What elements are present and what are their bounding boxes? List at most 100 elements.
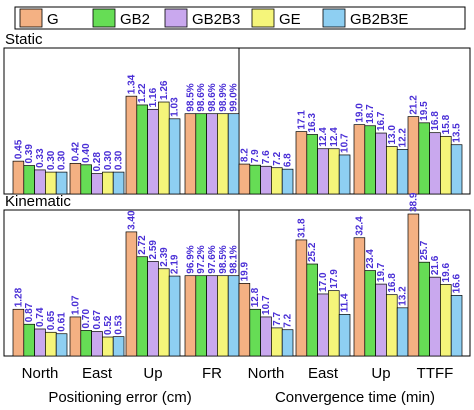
bar: [80, 164, 92, 195]
bar-value-label: 97.2%: [196, 245, 207, 273]
bar-value-label: 1.22: [137, 83, 148, 103]
bar: [429, 276, 441, 357]
bar: [217, 275, 229, 357]
bar: [328, 290, 340, 357]
bar: [136, 104, 148, 195]
bar-value-label: 12.4: [329, 127, 340, 147]
bar: [147, 108, 159, 195]
chart-legend: G GB2 GB2B3 GE GB2B3E: [14, 6, 466, 30]
bar-value-label: 0.40: [81, 143, 92, 163]
bar: [125, 231, 138, 357]
legend-label: GB2: [120, 11, 150, 28]
x-axis-group-label: Convergence time (min): [275, 389, 435, 406]
bar: [375, 283, 387, 357]
bar: [55, 171, 68, 195]
bar-value-label: 0.65: [46, 310, 57, 330]
bar-value-label: 31.8: [296, 218, 307, 238]
bar-value-label: 25.2: [307, 242, 318, 262]
bar-value-label: 0.52: [103, 315, 114, 335]
bar-value-label: 0.33: [35, 148, 46, 168]
legend-frame: [14, 6, 466, 30]
bar-value-label: 32.4: [354, 216, 365, 236]
bar-value-label: 13.0: [387, 125, 398, 145]
bar: [158, 101, 170, 195]
bar: [271, 327, 283, 357]
bar-value-label: 25.7: [419, 240, 430, 260]
bar-value-label: 1.07: [70, 295, 81, 315]
bar: [238, 163, 251, 195]
bar: [238, 283, 251, 357]
bar: [440, 284, 452, 357]
bar-value-label: 16.7: [376, 111, 387, 131]
bar: [328, 148, 340, 195]
bar: [91, 331, 103, 357]
x-tick-label: Up: [143, 365, 162, 382]
bar: [136, 256, 148, 357]
bar-value-label: 0.70: [81, 309, 92, 329]
bar: [418, 261, 430, 357]
bar-value-label: 2.19: [170, 254, 181, 274]
bar-value-label: 13.2: [398, 286, 409, 306]
bar: [168, 275, 181, 357]
bar: [91, 173, 103, 195]
bar-value-label: 98.1%: [229, 245, 240, 273]
bar: [69, 316, 82, 357]
x-tick-label: Up: [371, 365, 390, 382]
bar-value-label: 0.61: [57, 312, 68, 332]
bar-value-label: 10.7: [340, 133, 351, 153]
bar: [317, 148, 329, 195]
bar: [168, 118, 181, 195]
x-tick-label: North: [22, 365, 59, 382]
bar: [45, 331, 57, 357]
bar-value-label: 99.0%: [229, 83, 240, 111]
bar-value-label: 1.28: [13, 287, 24, 307]
bar-value-label: 17.1: [296, 110, 307, 130]
bar: [80, 330, 92, 357]
bar: [440, 135, 452, 195]
bar: [338, 314, 351, 357]
bar: [281, 168, 294, 195]
bar: [34, 169, 46, 195]
bar: [125, 95, 138, 195]
bar-value-label: 16.6: [452, 274, 463, 294]
legend-label: GE: [279, 11, 301, 28]
kinematic-panel: Kinematic 1.280.87 0.74 0.65 0.611.070.70 0.6…: [3, 192, 471, 357]
bar-value-label: 0.39: [24, 144, 35, 164]
bar: [55, 333, 68, 357]
bar: [353, 237, 366, 357]
x-tick-label: FR: [202, 365, 222, 382]
bar: [249, 164, 261, 195]
bar-value-label: 0.30: [114, 150, 125, 170]
bar-value-label: 12.2: [398, 128, 409, 148]
bar-value-label: 19.6: [441, 263, 452, 283]
bar-value-label: 96.9%: [185, 245, 196, 273]
bar: [12, 160, 25, 195]
bar: [295, 131, 308, 195]
bar-value-label: 21.2: [408, 95, 419, 115]
bar: [45, 171, 57, 195]
legend-swatch: [92, 8, 116, 28]
bar-value-label: 7.2: [283, 313, 294, 327]
bar: [206, 275, 218, 357]
bar-value-label: 13.5: [452, 123, 463, 143]
bar-value-label: 97.6%: [207, 245, 218, 273]
bar: [418, 122, 430, 195]
bar: [260, 165, 272, 195]
x-tick-label: North: [248, 365, 285, 382]
bar-value-label: 0.28: [92, 152, 103, 172]
bar-value-label: 0.30: [46, 150, 57, 170]
bar: [281, 329, 294, 357]
bar: [450, 144, 463, 195]
bar: [364, 270, 376, 357]
bar-value-label: 19.0: [354, 103, 365, 123]
bar: [386, 146, 398, 195]
bar-value-label: 38.9: [408, 192, 419, 212]
bar-value-label: 19.5: [419, 101, 430, 121]
bar: [396, 149, 409, 195]
bar-value-label: 2.59: [148, 240, 159, 260]
bar: [306, 134, 318, 195]
bar-value-label: 19.9: [239, 261, 250, 281]
legend-label: GB2B3: [192, 11, 240, 28]
